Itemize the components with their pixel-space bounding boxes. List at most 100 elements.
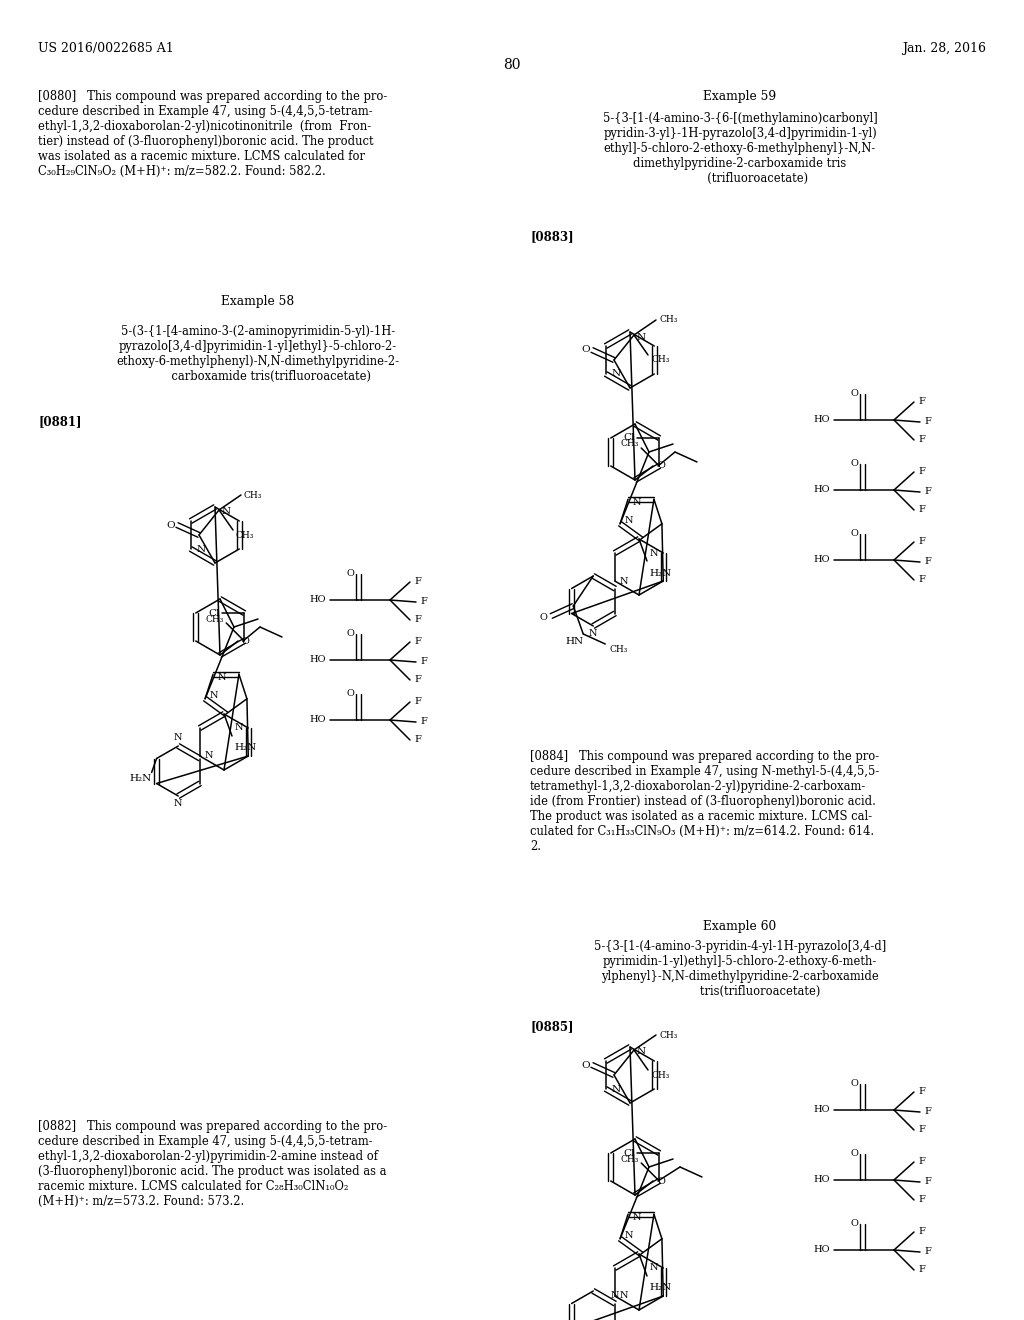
Text: N: N [625, 516, 634, 525]
Text: N: N [650, 1263, 658, 1272]
Text: O: O [346, 630, 354, 639]
Text: CH₃: CH₃ [659, 315, 677, 325]
Text: F: F [918, 436, 925, 445]
Text: F: F [918, 397, 925, 407]
Text: O: O [582, 1060, 590, 1069]
Text: O: O [346, 689, 354, 698]
Text: N: N [625, 1232, 634, 1241]
Text: H₂N: H₂N [649, 569, 672, 578]
Text: HO: HO [309, 656, 326, 664]
Text: [0880]   This compound was prepared according to the pro-
cedure described in Ex: [0880] This compound was prepared accord… [38, 90, 387, 178]
Text: F: F [918, 537, 925, 546]
Text: N: N [610, 1291, 620, 1300]
Text: CH₃: CH₃ [659, 1031, 677, 1040]
Text: N: N [197, 544, 206, 553]
Text: HO: HO [813, 486, 830, 495]
Text: HO: HO [813, 1246, 830, 1254]
Text: CH₃: CH₃ [621, 440, 639, 449]
Text: O: O [242, 636, 250, 645]
Text: O: O [850, 389, 858, 399]
Text: [0885]: [0885] [530, 1020, 573, 1034]
Text: CH₃: CH₃ [651, 355, 670, 364]
Text: N: N [210, 692, 218, 701]
Text: O: O [582, 346, 590, 355]
Text: CH₃: CH₃ [206, 615, 224, 623]
Text: F: F [918, 1088, 925, 1097]
Text: H₂N: H₂N [234, 743, 256, 752]
Text: O: O [166, 520, 175, 529]
Text: 5-(3-{1-[4-amino-3-(2-aminopyrimidin-5-yl)-1H-
pyrazolo[3,4-d]pyrimidin-1-yl]eth: 5-(3-{1-[4-amino-3-(2-aminopyrimidin-5-y… [117, 325, 399, 383]
Text: [0881]: [0881] [38, 414, 82, 428]
Text: F: F [924, 1107, 931, 1117]
Text: US 2016/0022685 A1: US 2016/0022685 A1 [38, 42, 174, 55]
Text: Cl: Cl [209, 609, 220, 618]
Text: F: F [924, 487, 931, 496]
Text: N: N [620, 577, 629, 586]
Text: HO: HO [813, 1106, 830, 1114]
Text: N: N [218, 673, 226, 681]
Text: Example 59: Example 59 [703, 90, 776, 103]
Text: O: O [657, 1176, 665, 1185]
Text: HO: HO [813, 1176, 830, 1184]
Text: F: F [918, 467, 925, 477]
Text: Cl: Cl [624, 1148, 635, 1158]
Text: F: F [918, 1158, 925, 1167]
Text: O: O [540, 614, 547, 623]
Text: F: F [414, 697, 421, 706]
Text: N: N [234, 723, 244, 733]
Text: F: F [918, 1266, 925, 1275]
Text: F: F [420, 718, 427, 726]
Text: N: N [637, 333, 646, 342]
Text: 5-{3-[1-(4-amino-3-pyridin-4-yl-1H-pyrazolo[3,4-d]
pyrimidin-1-yl)ethyl]-5-chlor: 5-{3-[1-(4-amino-3-pyridin-4-yl-1H-pyraz… [594, 940, 886, 998]
Text: F: F [414, 578, 421, 586]
Text: HO: HO [309, 595, 326, 605]
Text: H₂N: H₂N [129, 774, 152, 783]
Text: 5-{3-[1-(4-amino-3-{6-[(methylamino)carbonyl]
pyridin-3-yl}-1H-pyrazolo[3,4-d]py: 5-{3-[1-(4-amino-3-{6-[(methylamino)carb… [603, 112, 878, 185]
Text: N: N [650, 549, 658, 557]
Text: [0884]   This compound was prepared according to the pro-
cedure described in Ex: [0884] This compound was prepared accord… [530, 750, 880, 853]
Text: F: F [414, 638, 421, 647]
Text: N: N [611, 370, 621, 379]
Text: Cl: Cl [624, 433, 635, 442]
Text: N: N [620, 1291, 629, 1300]
Text: 80: 80 [503, 58, 521, 73]
Text: Example 58: Example 58 [221, 294, 295, 308]
Text: F: F [918, 1196, 925, 1204]
Text: N: N [205, 751, 213, 760]
Text: CH₃: CH₃ [236, 531, 254, 540]
Text: O: O [850, 529, 858, 539]
Text: N: N [174, 734, 182, 742]
Text: O: O [850, 1150, 858, 1159]
Text: F: F [414, 676, 421, 685]
Text: N: N [611, 1085, 621, 1093]
Text: F: F [924, 1247, 931, 1257]
Text: N: N [633, 1213, 642, 1222]
Text: Jan. 28, 2016: Jan. 28, 2016 [902, 42, 986, 55]
Text: O: O [850, 1220, 858, 1229]
Text: O: O [850, 459, 858, 469]
Text: HO: HO [309, 715, 326, 725]
Text: F: F [918, 506, 925, 515]
Text: O: O [850, 1080, 858, 1089]
Text: F: F [918, 576, 925, 585]
Text: F: F [924, 1177, 931, 1187]
Text: CH₃: CH₃ [609, 644, 628, 653]
Text: F: F [414, 615, 421, 624]
Text: N: N [589, 630, 597, 639]
Text: HO: HO [813, 416, 830, 425]
Text: F: F [414, 735, 421, 744]
Text: HO: HO [813, 556, 830, 565]
Text: O: O [346, 569, 354, 578]
Text: Example 60: Example 60 [703, 920, 776, 933]
Text: N: N [633, 498, 642, 507]
Text: N: N [637, 1048, 646, 1056]
Text: F: F [918, 1126, 925, 1134]
Text: [0882]   This compound was prepared according to the pro-
cedure described in Ex: [0882] This compound was prepared accord… [38, 1119, 387, 1208]
Text: O: O [657, 462, 665, 470]
Text: N: N [174, 800, 182, 808]
Text: CH₃: CH₃ [244, 491, 262, 499]
Text: N: N [222, 507, 231, 516]
Text: F: F [420, 598, 427, 606]
Text: F: F [918, 1228, 925, 1237]
Text: [0883]: [0883] [530, 230, 573, 243]
